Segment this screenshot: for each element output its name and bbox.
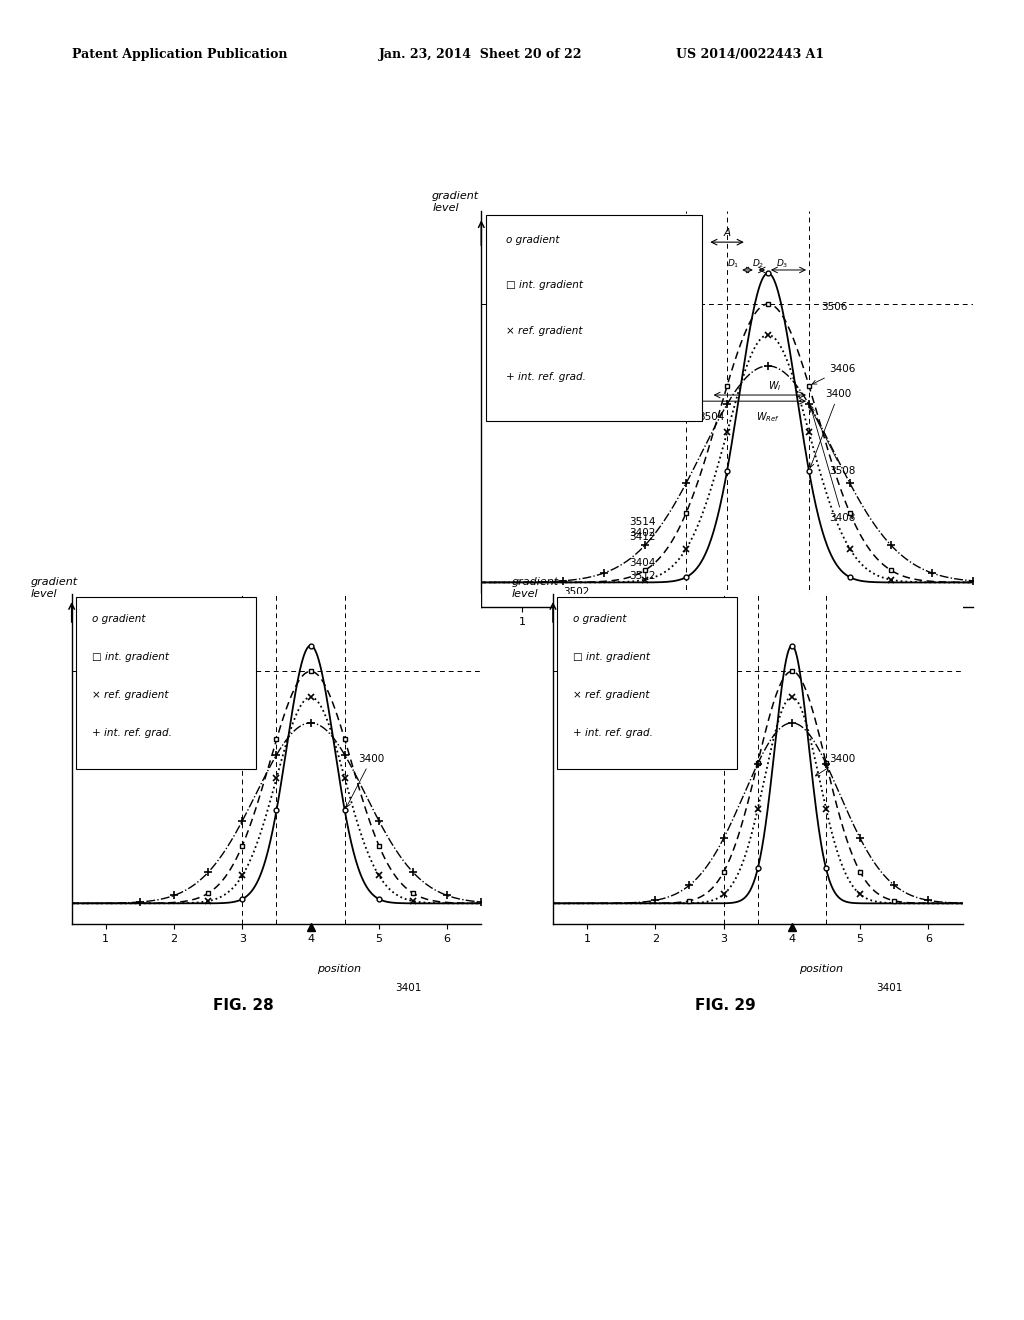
Text: o gradient: o gradient bbox=[506, 235, 559, 246]
Text: □ int. gradient: □ int. gradient bbox=[92, 652, 169, 661]
FancyBboxPatch shape bbox=[557, 597, 737, 768]
Text: position: position bbox=[317, 964, 361, 974]
Text: 3506: 3506 bbox=[821, 302, 848, 313]
Text: □ int. gradient: □ int. gradient bbox=[506, 280, 583, 290]
Text: 3400: 3400 bbox=[346, 754, 385, 807]
Text: position: position bbox=[776, 655, 820, 665]
Text: × ref. gradient: × ref. gradient bbox=[506, 326, 583, 337]
Text: $D_3$: $D_3$ bbox=[776, 257, 788, 271]
Text: 3401: 3401 bbox=[869, 678, 896, 689]
Text: Patent Application Publication: Patent Application Publication bbox=[72, 48, 287, 61]
FancyBboxPatch shape bbox=[76, 597, 256, 768]
Text: + int. ref. grad.: + int. ref. grad. bbox=[92, 727, 172, 738]
Text: gradient
level: gradient level bbox=[31, 577, 78, 599]
Text: $D_1$: $D_1$ bbox=[727, 257, 739, 271]
Text: 3502: 3502 bbox=[563, 587, 590, 597]
Text: 3508: 3508 bbox=[811, 408, 856, 477]
Text: 3400: 3400 bbox=[810, 389, 852, 467]
Text: □ int. gradient: □ int. gradient bbox=[573, 652, 650, 661]
Text: + int. ref. grad.: + int. ref. grad. bbox=[573, 727, 653, 738]
Text: position: position bbox=[799, 964, 843, 974]
Text: 3406: 3406 bbox=[812, 364, 856, 384]
Text: $D_2$: $D_2$ bbox=[752, 257, 764, 271]
Text: Jan. 23, 2014  Sheet 20 of 22: Jan. 23, 2014 Sheet 20 of 22 bbox=[379, 48, 583, 61]
Text: o gradient: o gradient bbox=[92, 614, 145, 624]
Text: × ref. gradient: × ref. gradient bbox=[573, 689, 650, 700]
Text: $A$: $A$ bbox=[723, 226, 731, 238]
Text: 3401: 3401 bbox=[877, 983, 903, 994]
Text: 3400: 3400 bbox=[815, 754, 856, 776]
Text: FIG. 27: FIG. 27 bbox=[657, 698, 718, 713]
FancyBboxPatch shape bbox=[486, 215, 702, 421]
Text: 3512: 3512 bbox=[629, 572, 655, 582]
Text: gradient
level: gradient level bbox=[512, 577, 559, 599]
Text: $W_I$: $W_I$ bbox=[768, 379, 781, 392]
Text: $W_{Ref}$: $W_{Ref}$ bbox=[756, 409, 779, 424]
Text: o gradient: o gradient bbox=[573, 614, 627, 624]
Text: FIG. 29: FIG. 29 bbox=[694, 998, 756, 1012]
Text: FIG. 28: FIG. 28 bbox=[213, 998, 274, 1012]
Text: US 2014/0022443 A1: US 2014/0022443 A1 bbox=[676, 48, 824, 61]
Text: 3404: 3404 bbox=[629, 558, 655, 568]
Text: 3514: 3514 bbox=[629, 517, 655, 528]
Text: 3408: 3408 bbox=[809, 405, 856, 523]
Text: 3402: 3402 bbox=[629, 528, 655, 537]
Text: 3412: 3412 bbox=[629, 532, 655, 541]
Text: 3504: 3504 bbox=[698, 412, 725, 422]
Text: 3401: 3401 bbox=[395, 983, 422, 994]
Text: gradient
level: gradient level bbox=[432, 191, 479, 213]
Text: + int. ref. grad.: + int. ref. grad. bbox=[506, 372, 586, 381]
Text: × ref. gradient: × ref. gradient bbox=[92, 689, 169, 700]
